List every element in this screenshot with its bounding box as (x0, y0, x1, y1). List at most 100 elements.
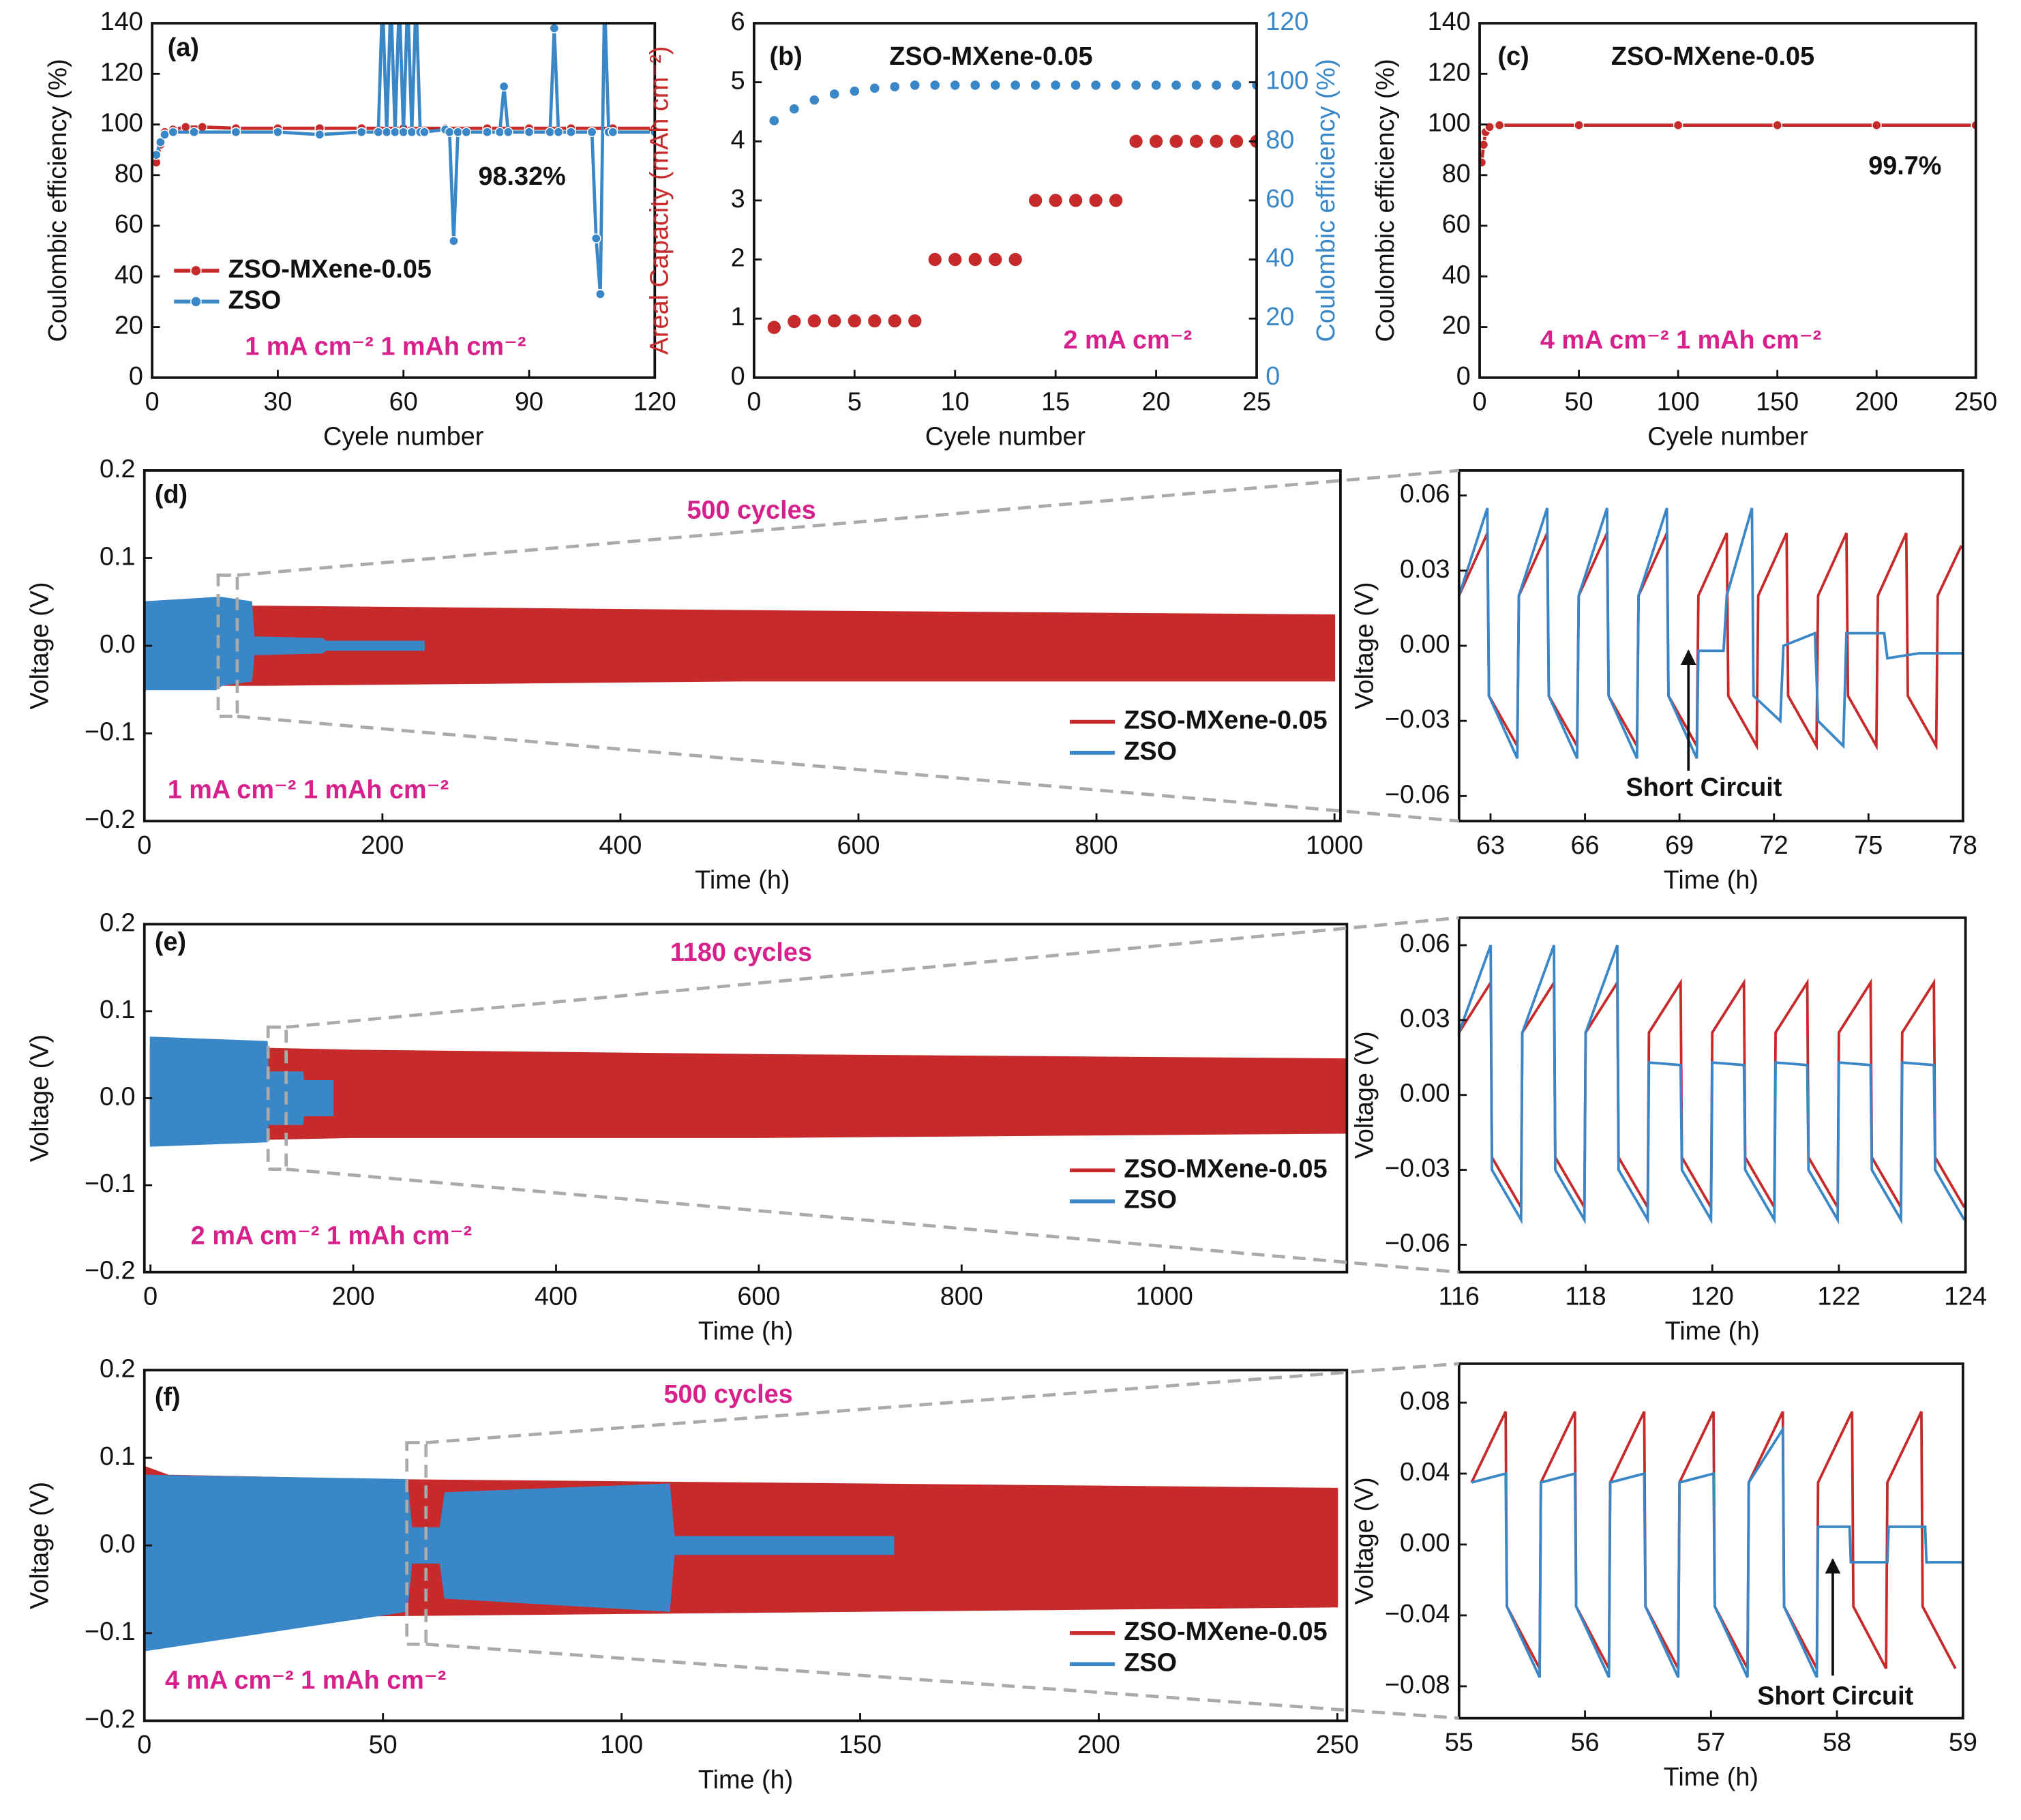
data-point (788, 103, 800, 115)
legend-label: ZSO-MXene-0.05 (1124, 1154, 1327, 1183)
x-axis-label: Cyele number (1647, 423, 1808, 451)
y-tick-label: 100 (100, 109, 143, 138)
data-point (1191, 79, 1202, 91)
data-point (545, 127, 556, 138)
y-tick-label: 120 (100, 58, 143, 87)
y-tick-label: −0.2 (85, 1257, 136, 1285)
x-tick-label: 90 (515, 388, 543, 417)
panel-label: (b) (770, 42, 803, 71)
legend-label: ZSO (1124, 1186, 1177, 1214)
x-tick-label: 800 (940, 1282, 983, 1311)
y-tick-label: 0.00 (1400, 1529, 1450, 1557)
legend-label: ZSO (1124, 737, 1177, 766)
x-tick-label: 200 (332, 1282, 375, 1311)
data-point (1030, 79, 1041, 91)
data-point (989, 79, 1002, 91)
x-axis-label: Time (h) (1665, 1317, 1760, 1345)
data-point (381, 127, 392, 138)
y-tick-label: 3 (731, 185, 745, 213)
y2-tick-label: 80 (1266, 125, 1294, 154)
data-point (968, 252, 983, 267)
x-tick-label: 59 (1949, 1728, 1977, 1757)
panel: 0 30 60 90 120 0 20 40 60 80 100 120 140 Cyele number… (44, 8, 676, 451)
x-tick-label: 122 (1817, 1282, 1860, 1311)
y-tick-label: 60 (1442, 210, 1471, 239)
annotation: 1 mA cm⁻² 1 mAh cm⁻² (168, 776, 449, 805)
data-point (1170, 79, 1182, 91)
x-tick-label: 78 (1949, 831, 1977, 860)
zoom-connector (237, 468, 1460, 577)
x-tick-label: 150 (1756, 388, 1799, 417)
y-tick-label: −0.03 (1385, 1154, 1450, 1183)
y-tick-label: 0.0 (100, 1082, 136, 1111)
y-tick-label: −0.1 (85, 1617, 136, 1646)
x-tick-label: 20 (1142, 388, 1171, 417)
data-point (498, 81, 509, 92)
data-point (152, 149, 162, 160)
data-point (314, 130, 325, 140)
x-tick-label: 100 (1657, 388, 1700, 417)
y-tick-label: 20 (115, 312, 143, 340)
y-tick-label: 0.0 (100, 630, 136, 659)
data-point (909, 79, 921, 91)
legend-label: ZSO (1124, 1648, 1177, 1677)
data-point (503, 127, 513, 138)
data-point (786, 314, 802, 329)
x-tick-label: 63 (1476, 831, 1505, 860)
panel: 116 118 120 122 124 −0.06 −0.03 0.00 0.03 0.06 Tim… (1351, 916, 1987, 1345)
zoom-connector (425, 1642, 1459, 1720)
plot-area (1458, 944, 1966, 1225)
x-axis-label: Time (h) (1664, 1763, 1758, 1791)
x-tick-label: 0 (137, 1731, 151, 1759)
x-tick-label: 0 (145, 388, 160, 417)
data-point (1009, 79, 1021, 91)
data-point (929, 79, 941, 91)
y-tick-label: 100 (1428, 109, 1471, 138)
x-tick-label: 116 (1439, 1282, 1480, 1311)
x-tick-label: 118 (1565, 1282, 1606, 1311)
annotation: 98.32% (479, 162, 566, 191)
y2-tick-label: 20 (1266, 303, 1294, 331)
legend-marker (190, 295, 202, 308)
data-point (1110, 79, 1122, 91)
data-point (524, 127, 535, 138)
y-tick-label: 140 (100, 8, 143, 36)
legend-marker (190, 265, 202, 277)
zoom-box (266, 1025, 288, 1172)
data-point (595, 288, 605, 299)
data-point (155, 137, 166, 147)
y-tick-label: −0.06 (1385, 780, 1450, 809)
data-point (867, 313, 882, 329)
x-tick-label: 60 (389, 388, 418, 417)
y-tick-label: 0 (129, 362, 143, 391)
data-point (969, 79, 981, 91)
data-point (887, 313, 903, 329)
data-point (1480, 157, 1487, 168)
data-point (1128, 134, 1144, 149)
y-tick-label: 0.1 (100, 1442, 136, 1471)
x-tick-label: 55 (1445, 1728, 1473, 1757)
y-tick-label: 4 (731, 125, 745, 154)
x-tick-label: 120 (633, 388, 676, 417)
panel-label: (a) (168, 33, 199, 62)
data-point (586, 127, 597, 138)
plot-frame (143, 469, 1342, 822)
voltage-band (144, 1474, 895, 1652)
x-tick-label: 0 (143, 1282, 158, 1311)
data-point (1130, 79, 1142, 91)
x-tick-label: 150 (839, 1731, 882, 1759)
annotation: 2 mA cm⁻² (1063, 326, 1192, 355)
y-tick-label: −0.08 (1385, 1671, 1450, 1699)
data-point (807, 313, 822, 329)
y-tick-label: −0.03 (1385, 705, 1450, 734)
annotation: 2 mA cm⁻² 1 mAh cm⁻² (191, 1222, 472, 1251)
y-tick-label: 0.2 (100, 1354, 136, 1383)
x-tick-label: 400 (599, 831, 642, 860)
x-tick-label: 58 (1823, 1728, 1851, 1757)
plot-area (1458, 507, 1963, 760)
y-tick-label: 6 (731, 8, 745, 36)
x-tick-label: 56 (1571, 1728, 1600, 1757)
panel-label: (d) (155, 481, 188, 509)
data-point (1871, 120, 1882, 131)
panel-label: (e) (155, 928, 186, 957)
